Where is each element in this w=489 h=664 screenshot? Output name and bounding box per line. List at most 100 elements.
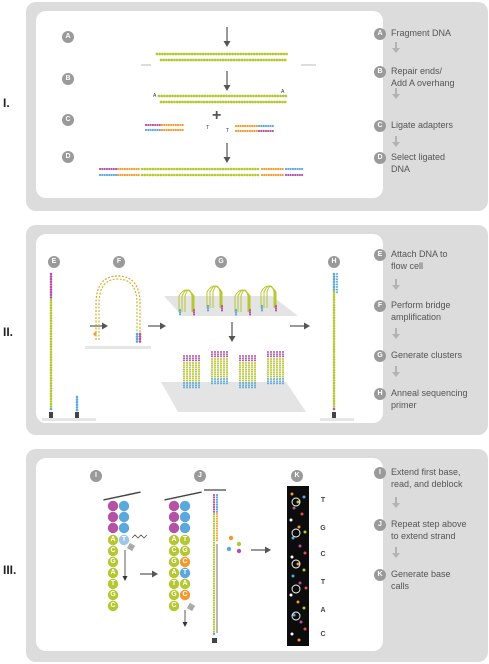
dna-bead xyxy=(183,366,185,369)
dna-bead xyxy=(49,288,53,291)
dna-bead xyxy=(198,366,200,369)
dna-bead xyxy=(239,373,241,375)
dna-bead xyxy=(148,167,152,171)
dna-bead xyxy=(212,493,216,497)
dna-bead xyxy=(250,52,253,56)
dna-bead xyxy=(49,296,53,299)
dna-bead xyxy=(171,52,175,56)
dna-bead xyxy=(223,360,225,363)
dna-bead xyxy=(138,332,142,336)
dna-bead xyxy=(158,128,161,132)
dna-bead xyxy=(216,527,218,530)
dna-bead xyxy=(220,358,222,360)
dna-bead xyxy=(49,387,53,390)
dna-bead xyxy=(170,123,173,127)
cluster-spot xyxy=(290,492,294,496)
dna-bead xyxy=(198,379,200,382)
dna-bead xyxy=(212,529,216,532)
base-bead xyxy=(168,556,180,568)
dna-bead xyxy=(229,173,233,177)
dna-bead xyxy=(105,173,108,177)
dna-bead xyxy=(273,94,277,98)
dna-bead xyxy=(133,167,136,171)
dna-bead xyxy=(239,366,241,369)
dna-bead xyxy=(198,375,200,378)
dna-bead xyxy=(211,362,213,365)
dna-bead xyxy=(242,386,244,389)
dna-bead xyxy=(251,359,253,362)
dna-bead xyxy=(244,52,248,56)
dna-bead xyxy=(192,370,194,373)
dna-bead xyxy=(144,123,148,127)
step-text-line: Extend first base, xyxy=(391,467,461,477)
free-nucleotide xyxy=(228,535,234,541)
dna-bead xyxy=(278,100,282,104)
dna-bead xyxy=(167,128,170,132)
dna-bead xyxy=(205,173,209,177)
cluster-spot xyxy=(304,586,308,590)
dna-bead xyxy=(279,94,282,98)
new-base-letter: C xyxy=(182,591,188,598)
dna-bead xyxy=(245,362,247,364)
dna-bead xyxy=(282,382,284,385)
dna-bead xyxy=(282,375,284,378)
dna-bead xyxy=(224,173,227,177)
dna-bead xyxy=(245,368,247,371)
dna-bead xyxy=(212,541,216,544)
dna-bead xyxy=(262,94,266,98)
dna-bead xyxy=(216,513,218,515)
dna-bead xyxy=(332,350,336,354)
dna-bead xyxy=(156,173,160,177)
dna-bead xyxy=(267,366,269,369)
step-text-line: calls xyxy=(391,581,410,591)
dna-bead xyxy=(268,94,272,98)
dna-bead xyxy=(270,351,272,353)
dna-bead xyxy=(110,167,113,171)
dna-bead xyxy=(267,167,270,171)
dna-bead xyxy=(226,358,228,360)
dna-bead xyxy=(217,358,219,360)
dna-bead xyxy=(254,368,256,371)
dna-bead xyxy=(170,128,173,132)
dna-bead xyxy=(192,382,194,384)
dna-bead xyxy=(332,332,336,335)
dna-bead xyxy=(332,399,336,403)
overhang-a-right: A xyxy=(281,89,285,95)
dna-bead xyxy=(279,52,283,56)
dna-bead xyxy=(220,375,222,378)
dna-bead xyxy=(223,351,225,353)
dna-bead xyxy=(270,373,272,376)
dna-bead xyxy=(49,376,53,380)
dna-bead xyxy=(186,357,188,360)
dna-bead xyxy=(269,124,272,128)
dna-bead xyxy=(273,378,275,380)
dna-bead xyxy=(198,362,200,364)
flowcell-anchor xyxy=(212,638,217,643)
dna-bead xyxy=(201,52,205,56)
dna-bead xyxy=(49,340,53,343)
dna-bead xyxy=(332,373,336,377)
dna-bead xyxy=(146,167,149,171)
dna-bead xyxy=(179,128,182,132)
step-text-line: Anneal sequencing xyxy=(391,388,468,398)
dna-bead xyxy=(178,308,182,312)
dna-bead xyxy=(235,100,238,104)
dna-bead xyxy=(212,508,216,511)
flowcell-anchor xyxy=(49,412,53,418)
dna-bead xyxy=(229,58,233,62)
dna-bead xyxy=(183,368,185,371)
dna-bead xyxy=(256,58,260,62)
dna-bead xyxy=(259,100,263,104)
dna-bead xyxy=(279,373,281,376)
dna-bead xyxy=(202,173,206,177)
dna-bead xyxy=(212,601,216,604)
dna-bead xyxy=(234,129,238,133)
dna-bead xyxy=(332,405,336,408)
dna-bead xyxy=(192,368,194,371)
cluster-spot xyxy=(302,495,306,499)
dna-bead xyxy=(49,335,53,338)
dna-bead xyxy=(220,369,222,371)
dna-bead xyxy=(216,532,218,535)
dna-bead xyxy=(239,357,241,360)
step-text-line: primer xyxy=(391,400,417,410)
